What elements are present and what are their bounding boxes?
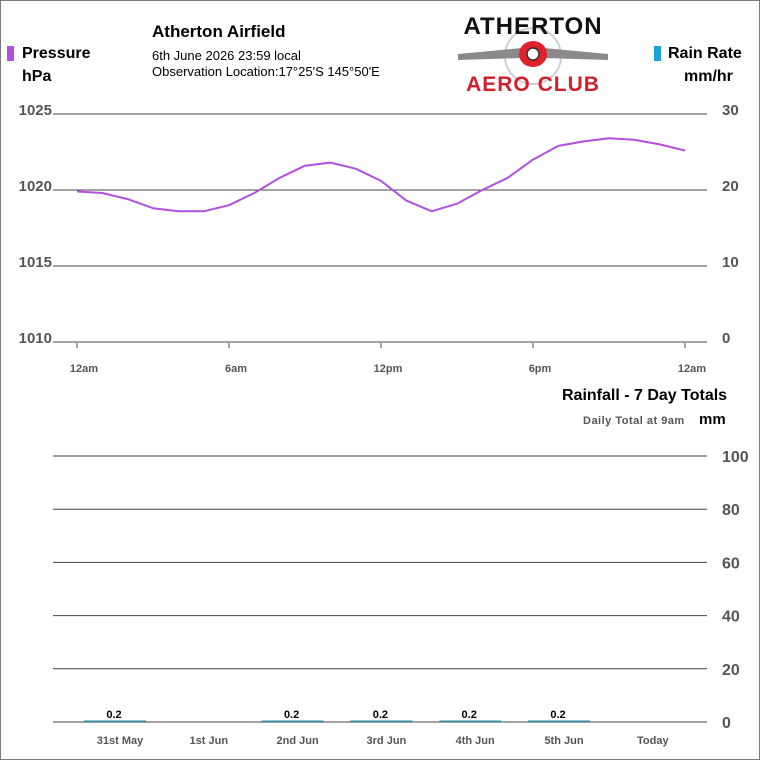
aero-club-logo: ATHERTON AERO CLUB	[458, 14, 608, 96]
rainfall-x-tick-label: 3rd Jun	[367, 735, 407, 747]
rainfall-x-tick-label: 2nd Jun	[277, 735, 319, 747]
rainfall-value-label: 0.2	[106, 709, 121, 721]
rainfall-y-tick-label: 80	[722, 502, 740, 519]
pressure-series-line	[76, 137, 686, 213]
pressure-unit-label: hPa	[22, 68, 52, 85]
pressure-y-tick-label: 1010	[19, 330, 52, 347]
rainfall-x-tick-label: 4th Jun	[456, 735, 495, 747]
rainfall-x-tick-label: 31st May	[97, 735, 144, 747]
rainfall-y-tick-label: 20	[722, 662, 740, 679]
observation-location: Observation Location:17°25'S 145°50'E	[152, 64, 380, 79]
rainfall-bar	[261, 720, 324, 722]
rain-rate-y-tick-label: 30	[722, 102, 739, 119]
station-name: Atherton Airfield	[152, 22, 286, 41]
rainfall-x-tick-label: 1st Jun	[190, 735, 229, 747]
rainfall-title: Rainfall - 7 Day Totals	[562, 387, 728, 404]
pressure-x-tick-label: 12pm	[374, 363, 403, 375]
rain-rate-unit-label: mm/hr	[684, 68, 733, 85]
rainfall-y-tick-label: 40	[722, 609, 740, 626]
pressure-x-tick-label: 6am	[225, 363, 247, 375]
rainfall-x-tick-label: 5th Jun	[544, 735, 583, 747]
pressure-y-tick-label: 1020	[19, 178, 52, 195]
pressure-legend-swatch	[7, 46, 14, 61]
rainfall-bar	[84, 720, 146, 722]
rainfall-bar	[528, 720, 590, 722]
rain-rate-y-tick-label: 0	[722, 330, 730, 347]
rain-rate-legend-label: Rain Rate	[668, 45, 742, 62]
rainfall-unit: mm	[699, 411, 726, 428]
rain-rate-y-tick-label: 10	[722, 254, 739, 271]
rainfall-y-tick-label: 0	[722, 715, 731, 732]
rainfall-value-label: 0.2	[373, 709, 388, 721]
rainfall-y-tick-label: 60	[722, 555, 740, 572]
rainfall-value-label: 0.2	[462, 709, 477, 721]
pressure-x-tick-label: 6pm	[529, 363, 552, 375]
date-time: 6th June 2026 23:59 local	[152, 48, 301, 63]
rainfall-chart: 100 80 60 40 20 0 0.2 31st May 1st Jun 0.2 2nd Jun…	[53, 449, 749, 747]
rain-rate-legend-swatch	[654, 46, 661, 61]
rainfall-subtitle: Daily Total at 9am	[583, 415, 685, 427]
rainfall-bar	[350, 720, 413, 722]
rainfall-value-label: 0.2	[550, 709, 565, 721]
pressure-x-tick-label: 12am	[70, 363, 98, 375]
pressure-y-tick-label: 1025	[19, 102, 52, 119]
rainfall-y-tick-label: 100	[722, 449, 749, 466]
rainfall-bar	[439, 720, 502, 722]
pressure-x-tick-label: 12am	[678, 363, 706, 375]
rainfall-x-tick-label: Today	[637, 735, 669, 747]
pressure-y-tick-label: 1015	[19, 254, 52, 271]
pressure-legend-label: Pressure	[22, 45, 91, 62]
rain-rate-y-tick-label: 20	[722, 178, 739, 195]
pressure-chart: 1025 1020 1015 1010 30 20 10 0 12am 6am 12pm 6pm 12a…	[19, 102, 739, 375]
logo-spinner	[526, 47, 540, 61]
logo-text-line1: ATHERTON	[463, 14, 602, 40]
rainfall-value-label: 0.2	[284, 709, 299, 721]
logo-text-line2: AERO CLUB	[466, 73, 600, 96]
